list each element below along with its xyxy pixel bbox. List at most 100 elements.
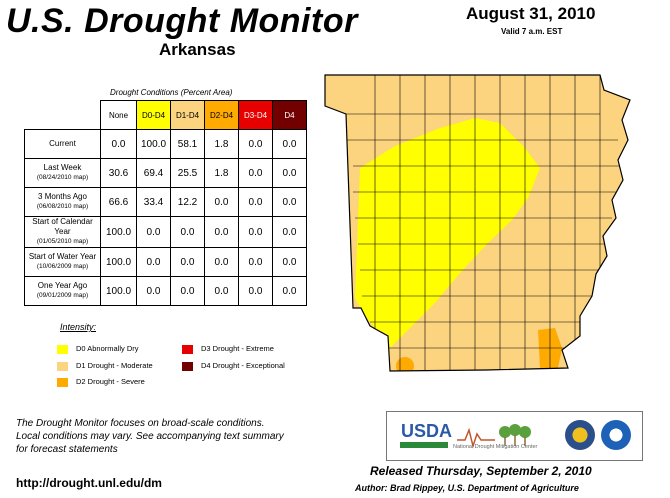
- table-cell: 0.0: [170, 276, 205, 306]
- legend-swatch-d3: [182, 344, 193, 354]
- row-label: Last Week (08/24/2010 map): [24, 158, 101, 188]
- table-cell: 0.0: [238, 129, 273, 159]
- row-label-text: One Year Ago: [37, 281, 88, 290]
- row-label-date: (08/24/2010 map): [36, 174, 89, 181]
- ndmc-logo: [457, 424, 531, 449]
- table-cell: 0.0: [170, 216, 205, 248]
- table-cell: 66.6: [100, 187, 137, 217]
- table-cell: 0.0: [100, 129, 137, 159]
- col-header-d0-d4: D0-D4: [136, 100, 171, 130]
- map-title: U.S. Drought Monitor: [6, 2, 358, 40]
- release-date: Released Thursday, September 2, 2010: [370, 464, 592, 478]
- commerce-seal-icon: [565, 420, 595, 450]
- table-cell: 100.0: [136, 129, 171, 159]
- notice-text: The Drought Monitor focuses on broad-sca…: [16, 417, 346, 456]
- table-cell: 25.5: [170, 158, 205, 188]
- row-label: 3 Months Ago (06/08/2010 map): [24, 187, 101, 217]
- table-header-row: None D0-D4 D1-D4 D2-D4 D3-D4 D4: [25, 100, 307, 130]
- table-cell: 58.1: [170, 129, 205, 159]
- county-lines: [346, 75, 620, 371]
- legend-label-d4: D4 Drought - Exceptional: [201, 361, 285, 370]
- notice-line-2: Local conditions may vary. See accompany…: [16, 431, 284, 442]
- state-name: Arkansas: [159, 40, 236, 59]
- arkansas-drought-map: [324, 74, 631, 372]
- table-cell: 0.0: [272, 276, 307, 306]
- map-date: August 31, 2010: [466, 4, 596, 23]
- legend-swatch-d1: [57, 361, 68, 371]
- table-caption: Drought Conditions (Percent Area): [110, 88, 233, 97]
- table-cell: 0.0: [136, 216, 171, 248]
- legend-title: Intensity:: [60, 322, 97, 332]
- table-cell: 12.2: [170, 187, 205, 217]
- author-credit: Author: Brad Rippey, U.S. Department of …: [355, 483, 579, 493]
- table-cell: 1.8: [204, 158, 239, 188]
- legend-label-d0: D0 Abnormally Dry: [76, 344, 139, 353]
- row-label-text: Last Week: [43, 163, 82, 172]
- table-cell: 0.0: [272, 158, 307, 188]
- drought-monitor-link[interactable]: http://drought.unl.edu/dm: [16, 476, 162, 490]
- table-cell: 0.0: [136, 276, 171, 306]
- legend-item-d0: D0 Abnormally Dry: [57, 344, 139, 354]
- row-label: Start of Calendar Year (01/05/2010 map): [24, 216, 101, 248]
- table-row: Start of Water Year (10/06/2009 map) 100.…: [24, 247, 307, 277]
- table-cell: 0.0: [238, 158, 273, 188]
- notice-line-3: for forecast statements: [16, 444, 118, 455]
- usda-logo: USDA: [401, 421, 453, 441]
- col-header-d3-d4: D3-D4: [238, 100, 273, 130]
- col-header-none: None: [100, 100, 137, 130]
- partner-logos: USDA National Drought Mitigation Center: [386, 411, 643, 461]
- table-row: Start of Calendar Year (01/05/2010 map) 1…: [24, 216, 307, 248]
- row-label-date: (10/06/2009 map): [36, 263, 89, 270]
- col-header-d4: D4: [272, 100, 307, 130]
- legend-item-d3: D3 Drought - Extreme: [182, 344, 274, 354]
- row-label-date: (09/01/2009 map): [36, 292, 89, 299]
- header-blank: [25, 101, 101, 130]
- table-row: 3 Months Ago (06/08/2010 map) 66.6 33.4 1…: [24, 187, 307, 217]
- table-cell: 100.0: [100, 276, 137, 306]
- table-cell: 0.0: [238, 276, 273, 306]
- state-outline: [324, 74, 631, 372]
- table-row: One Year Ago (09/01/2009 map) 100.0 0.0 0…: [24, 276, 307, 306]
- d2-region-southwest: [396, 357, 414, 371]
- row-label: Start of Water Year (10/06/2009 map): [24, 247, 101, 277]
- table-cell: 0.0: [204, 247, 239, 277]
- row-label: Current: [24, 129, 101, 159]
- legend-swatch-d0: [57, 344, 68, 354]
- row-label: One Year Ago (09/01/2009 map): [24, 276, 101, 306]
- row-label-date: (01/05/2010 map): [36, 238, 89, 245]
- row-label-text: Current: [49, 139, 76, 148]
- table-cell: 0.0: [136, 247, 171, 277]
- col-header-d1-d4: D1-D4: [170, 100, 205, 130]
- table-row: Last Week (08/24/2010 map) 30.6 69.4 25.5…: [24, 158, 307, 188]
- col-header-d2-d4: D2-D4: [204, 100, 239, 130]
- table-cell: 0.0: [204, 187, 239, 217]
- table-cell: 0.0: [238, 187, 273, 217]
- table-cell: 0.0: [238, 247, 273, 277]
- table-cell: 0.0: [272, 187, 307, 217]
- table-cell: 0.0: [272, 247, 307, 277]
- table-cell: 0.0: [170, 247, 205, 277]
- row-label-text: Start of Calendar Year: [32, 217, 93, 236]
- legend-item-d1: D1 Drought - Moderate: [57, 361, 153, 371]
- table-cell: 0.0: [204, 276, 239, 306]
- table-cell: 100.0: [100, 247, 137, 277]
- table-cell: 0.0: [272, 216, 307, 248]
- table-cell: 0.0: [238, 216, 273, 248]
- table-cell: 69.4: [136, 158, 171, 188]
- legend-item-d2: D2 Drought - Severe: [57, 377, 145, 387]
- table-row: Current 0.0 100.0 58.1 1.8 0.0 0.0: [24, 129, 307, 159]
- legend-swatch-d2: [57, 377, 68, 387]
- drought-conditions-table: None D0-D4 D1-D4 D2-D4 D3-D4 D4 Current …: [24, 100, 307, 306]
- row-label-text: Start of Water Year: [28, 252, 97, 261]
- legend-swatch-d4: [182, 361, 193, 371]
- row-label-date: (06/08/2010 map): [36, 203, 89, 210]
- notice-line-1: The Drought Monitor focuses on broad-sca…: [16, 418, 265, 429]
- legend-label-d2: D2 Drought - Severe: [76, 377, 145, 386]
- noaa-logo-icon: [601, 420, 631, 450]
- table-cell: 1.8: [204, 129, 239, 159]
- d0-region: [355, 118, 540, 348]
- legend-label-d3: D3 Drought - Extreme: [201, 344, 274, 353]
- table-cell: 0.0: [204, 216, 239, 248]
- ndmc-logo-text: National Drought Mitigation Center: [453, 444, 538, 450]
- table-cell: 100.0: [100, 216, 137, 248]
